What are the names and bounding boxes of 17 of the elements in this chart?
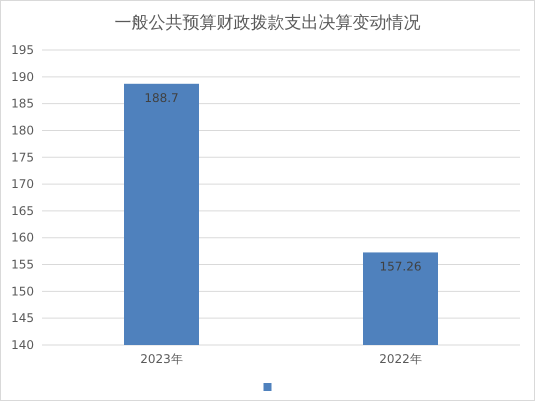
y-tick-label: 160 [11,230,34,245]
y-tick-label: 185 [11,96,34,111]
y-tick-label: 155 [11,258,34,272]
y-tick-label: 140 [11,338,34,352]
y-tick-label: 170 [11,177,34,192]
y-tick-label: 150 [11,284,34,298]
y-tick-label: 175 [11,150,34,164]
chart-title: 一般公共预算财政拨款支出决算变动情况 [114,13,420,33]
x-tick-label: 2023年 [140,352,183,366]
y-tick-label: 180 [11,123,34,138]
x-tick-label: 2022年 [379,352,422,366]
y-tick-label: 190 [11,70,34,84]
y-tick-label: 145 [11,311,34,326]
data-label: 188.7 [144,90,179,105]
y-tick-label: 165 [11,204,34,218]
data-label: 157.26 [380,259,422,274]
y-tick-label: 195 [11,43,34,57]
